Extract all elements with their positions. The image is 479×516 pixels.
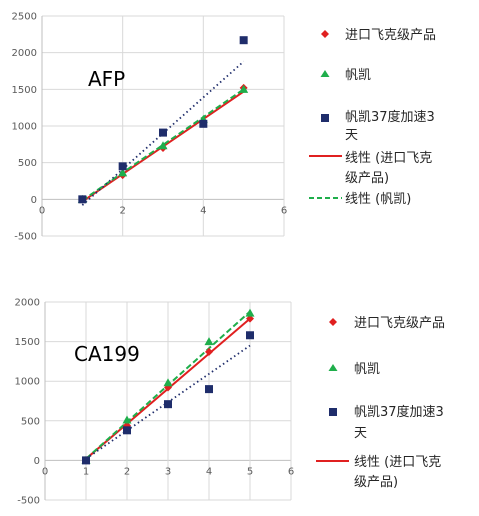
ca199-points	[81, 308, 255, 465]
data-point-diamond	[205, 347, 213, 356]
y-tick-label: -500	[17, 496, 40, 507]
y-tick-label: 500	[21, 416, 40, 427]
legend-linear-imported-line1: 线性 (进口飞克	[345, 151, 432, 166]
y-tick-label: 500	[18, 158, 37, 169]
legend-imported-label: 进口飞克级产品	[354, 316, 445, 331]
x-tick-label: 2	[124, 466, 130, 477]
data-point-triangle	[239, 84, 249, 93]
x-tick-label: 4	[200, 205, 206, 216]
data-point-diamond	[246, 314, 254, 323]
x-tick-label: 6	[281, 205, 287, 216]
legend-square-icon	[321, 114, 329, 122]
data-point-square	[78, 195, 87, 204]
legend-fanban37-label-line1: 帆凯37度加速3	[345, 109, 435, 125]
ca199-chart: -500 0 500 1000 1500 2000 0 1 2 3 4 5 6 CA199	[15, 298, 295, 507]
legend-linear-fanban-label: 线性 (帆凯)	[345, 192, 411, 207]
legend-triangle-icon	[328, 364, 338, 371]
data-point-triangle	[204, 337, 214, 346]
data-point-square	[118, 162, 127, 171]
legend-square-icon	[329, 408, 337, 416]
data-point-square	[82, 456, 90, 465]
y-tick-label: 0	[34, 456, 40, 467]
afp-legend: 进口飞克级产品 帆凯 帆凯37度加速3 天 线性 (进口飞克 级产品) 线性 (…	[309, 28, 436, 207]
legend-diamond-icon	[329, 318, 337, 326]
x-tick-label: 6	[288, 466, 294, 477]
x-tick-label: 3	[165, 466, 171, 477]
data-point-square	[239, 36, 248, 45]
x-tick-label: 4	[206, 466, 212, 477]
y-tick-label: 1500	[15, 337, 40, 348]
y-tick-label: 1000	[12, 122, 37, 133]
ca199-legend: 进口飞克级产品 帆凯 帆凯37度加速3 天 线性 (进口飞克 级产品)	[316, 316, 445, 490]
trendline-dashed	[81, 88, 245, 202]
data-point-triangle	[122, 415, 132, 424]
afp-points	[77, 36, 249, 204]
data-point-square	[246, 331, 254, 340]
legend-fanban37-label-line2: 天	[345, 128, 358, 143]
legend-imported-label: 进口飞克级产品	[345, 28, 436, 43]
ca199-chart-title: CA199	[74, 342, 140, 366]
y-tick-label: 2000	[12, 48, 37, 59]
data-point-triangle	[163, 378, 173, 387]
y-tick-label: 1000	[15, 377, 40, 388]
x-tick-label: 5	[247, 466, 253, 477]
afp-grid	[41, 15, 285, 237]
data-point-square	[123, 426, 131, 435]
y-tick-label: -500	[14, 232, 37, 243]
data-point-square	[159, 128, 167, 137]
legend-fanban-label: 帆凯	[345, 68, 371, 83]
data-point-triangle	[245, 308, 255, 317]
y-tick-label: 1500	[12, 85, 37, 96]
ca199-grid	[44, 301, 292, 501]
y-tick-label: 0	[31, 195, 37, 206]
legend-diamond-icon	[321, 30, 329, 38]
x-tick-label: 1	[83, 466, 89, 477]
x-tick-label: 0	[39, 205, 45, 216]
y-tick-label: 2000	[15, 298, 40, 309]
legend-fanban37-label-line1: 帆凯37度加速3	[354, 404, 444, 420]
ca199-tick-labels: -500 0 500 1000 1500 2000 0 1 2 3 4 5 6	[15, 298, 295, 507]
legend-fanban-label: 帆凯	[354, 362, 380, 377]
data-point-square	[164, 400, 172, 409]
y-tick-label: 2500	[12, 12, 37, 23]
x-tick-label: 0	[42, 466, 48, 477]
data-point-square	[205, 385, 213, 394]
legend-linear-imported-line2: 级产品)	[354, 475, 398, 490]
afp-chart: -500 0 500 1000 1500 2000 2500 0 2 4 6 AFP	[12, 12, 288, 243]
afp-chart-title: AFP	[88, 67, 125, 91]
afp-tick-labels: -500 0 500 1000 1500 2000 2500 0 2 4 6	[12, 12, 288, 243]
data-point-triangle	[158, 141, 168, 150]
legend-triangle-icon	[320, 70, 330, 77]
data-point-square	[199, 119, 208, 128]
legend-linear-imported-line2: 级产品)	[345, 171, 389, 186]
data-point-triangle	[118, 168, 128, 177]
x-tick-label: 2	[119, 205, 125, 216]
legend-linear-imported-line1: 线性 (进口飞克	[354, 455, 441, 470]
legend-fanban37-label-line2: 天	[354, 426, 367, 441]
